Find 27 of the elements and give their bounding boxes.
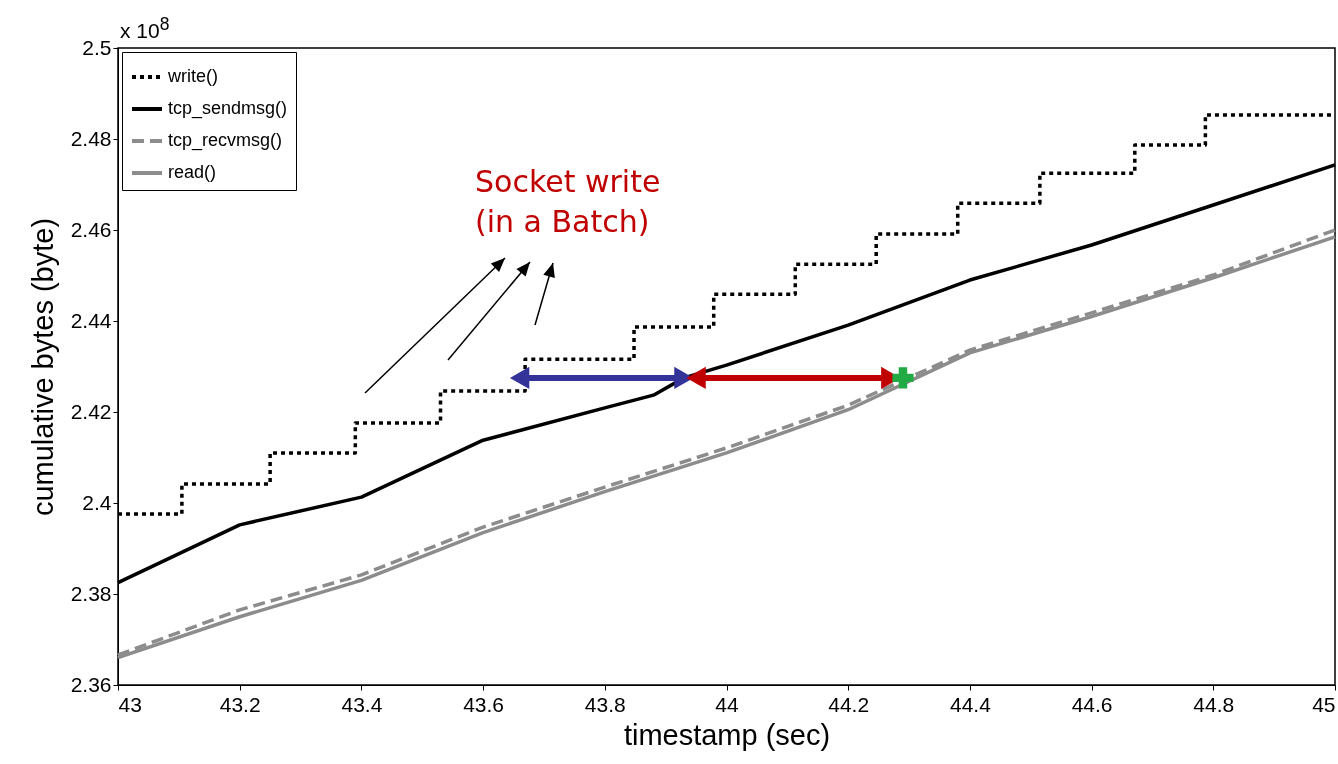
legend-label: tcp_recvmsg() — [168, 130, 283, 151]
x-tick-label: 43.2 — [219, 692, 261, 716]
x-tick-label: 44.4 — [949, 692, 992, 716]
x-tick-label: 44 — [715, 692, 739, 716]
x-tick-label: 44.2 — [828, 692, 870, 716]
y-tick-label: 2.5 — [82, 35, 112, 59]
y-tick-label: 2.4 — [82, 490, 112, 514]
x-axis-title: timestamp (sec) — [623, 718, 831, 751]
x-tick-label: 44.8 — [1193, 692, 1235, 716]
legend-label: read() — [168, 162, 217, 182]
y-tick-label: 2.42 — [70, 399, 112, 423]
x-tick-label: 45 — [1312, 692, 1336, 716]
legend-label: tcp_sendmsg() — [168, 98, 288, 119]
y-tick-label: 2.46 — [70, 217, 112, 241]
annotation: Socket write (in a Batch) — [475, 164, 661, 239]
y-axis-title: cumulative bytes (byte) — [26, 217, 59, 517]
y-tick-label: 2.36 — [70, 672, 112, 696]
axis-multiplier: x 10$^{8}$ — [120, 14, 170, 43]
y-tick-label: 2.44 — [70, 308, 112, 332]
x-tick-label: 44.6 — [1071, 692, 1113, 716]
x-tick-label: 43 — [118, 692, 142, 716]
y-tick-label: 2.48 — [70, 126, 112, 150]
legend-label: write() — [167, 66, 218, 86]
x-tick-label: 43.8 — [584, 692, 626, 716]
y-tick-label: 2.38 — [70, 581, 112, 605]
x-tick-label: 43.6 — [463, 692, 505, 716]
x-tick-label: 43.4 — [341, 692, 383, 716]
